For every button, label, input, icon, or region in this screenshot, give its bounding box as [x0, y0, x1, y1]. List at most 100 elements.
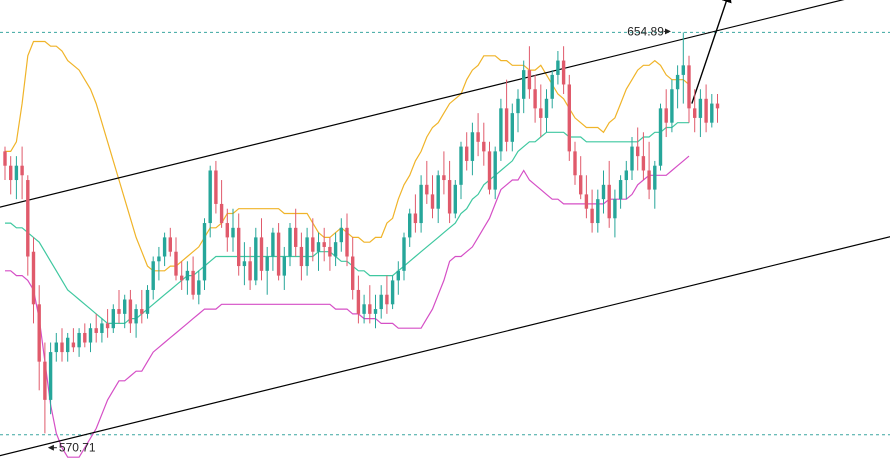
- candle-body: [123, 299, 127, 314]
- candle: [636, 127, 640, 171]
- candle-body: [613, 199, 617, 219]
- candle-body: [94, 328, 98, 333]
- candle: [573, 141, 577, 185]
- candle: [402, 232, 406, 281]
- candle-body: [276, 232, 281, 276]
- candle: [225, 208, 229, 252]
- candle-body: [299, 246, 304, 267]
- candle: [322, 227, 326, 262]
- candle: [219, 180, 224, 228]
- candle-body: [658, 108, 663, 166]
- candle-body: [522, 70, 526, 99]
- candle: [248, 246, 252, 290]
- candle-body: [607, 184, 611, 219]
- candle: [653, 160, 657, 209]
- candle: [482, 122, 486, 166]
- candle: [670, 79, 674, 133]
- candle: [373, 294, 378, 329]
- candle: [282, 246, 286, 290]
- candle: [14, 156, 19, 200]
- candle-body: [214, 170, 218, 204]
- candle: [442, 151, 446, 195]
- candle: [123, 294, 127, 329]
- candle-body: [356, 289, 361, 314]
- candle: [105, 309, 110, 338]
- candle: [77, 328, 81, 357]
- candle-body: [373, 309, 378, 314]
- candle: [20, 146, 24, 200]
- candle-body: [544, 98, 549, 118]
- candle-body: [248, 261, 252, 281]
- channel-line-1: [0, 236, 890, 457]
- candle: [265, 246, 269, 295]
- candle: [704, 84, 708, 133]
- candle-body: [191, 270, 195, 295]
- candle-body: [636, 146, 640, 157]
- candle: [624, 160, 628, 200]
- candle: [162, 232, 167, 267]
- candle-body: [180, 275, 184, 281]
- candle-body: [436, 175, 440, 209]
- candle: [698, 89, 703, 138]
- candle: [237, 213, 241, 276]
- candle-body: [693, 108, 697, 118]
- candle-body: [311, 237, 315, 252]
- candle: [254, 227, 258, 286]
- candle: [214, 160, 218, 214]
- candle-body: [704, 98, 708, 123]
- candle-body: [487, 151, 492, 190]
- candle-body: [351, 256, 355, 290]
- candle-body: [493, 151, 497, 190]
- candle: [567, 74, 571, 161]
- candle: [459, 141, 463, 200]
- candle: [379, 285, 383, 319]
- candle-body: [271, 232, 275, 257]
- candle-body: [288, 227, 292, 257]
- candle: [504, 79, 509, 152]
- candle: [311, 218, 315, 262]
- candle: [151, 256, 155, 300]
- candle: [191, 256, 195, 300]
- candle-body: [675, 74, 680, 90]
- candle-body: [26, 180, 30, 257]
- candle-body: [66, 337, 70, 353]
- candle: [618, 175, 623, 209]
- candle-body: [402, 237, 406, 271]
- candle-body: [664, 108, 668, 123]
- candle: [590, 189, 594, 233]
- candle: [37, 285, 41, 391]
- candle-body: [630, 146, 634, 171]
- candle: [145, 285, 150, 319]
- projection-arrow: [691, 0, 732, 104]
- candle-body: [219, 203, 224, 224]
- candle-body: [168, 237, 172, 252]
- high-price-label: 654.89: [627, 24, 664, 38]
- candle: [3, 146, 7, 181]
- candle-body: [430, 194, 435, 209]
- candle-body: [556, 60, 560, 75]
- candle: [693, 89, 697, 133]
- candle-body: [54, 342, 58, 353]
- candle: [242, 242, 247, 286]
- candle: [579, 156, 583, 200]
- candle: [584, 175, 589, 219]
- candle: [168, 227, 172, 257]
- candle: [715, 94, 720, 123]
- candle-body: [294, 227, 298, 247]
- candle: [362, 294, 366, 324]
- candle-body: [333, 242, 338, 257]
- candle-body: [419, 184, 423, 224]
- candle-body: [385, 294, 389, 305]
- candle: [647, 141, 651, 200]
- candle: [396, 261, 400, 295]
- candle-body: [362, 304, 366, 314]
- candle: [94, 313, 98, 343]
- candle-body: [510, 113, 514, 142]
- candle-body: [71, 342, 76, 348]
- candle: [231, 208, 235, 252]
- candle-body: [31, 251, 36, 305]
- candle-body: [237, 227, 241, 267]
- candle-body: [618, 180, 623, 200]
- candle: [31, 237, 36, 324]
- candle-body: [653, 165, 657, 190]
